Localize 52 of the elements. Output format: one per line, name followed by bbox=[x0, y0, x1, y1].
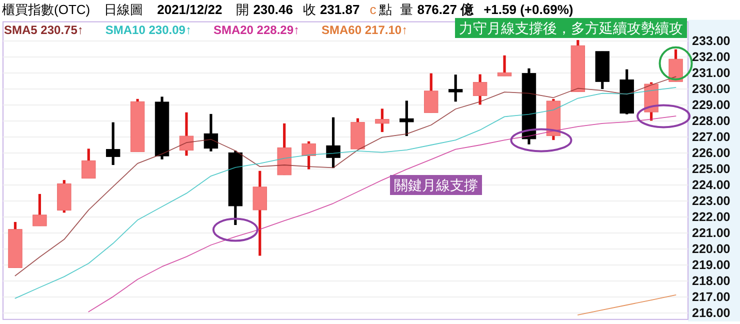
candlestick bbox=[497, 54, 512, 78]
text: SMA60 217.10↑ bbox=[322, 23, 408, 37]
y-tick-label: 220.00 bbox=[692, 242, 730, 256]
y-tick-label: 227.00 bbox=[692, 130, 730, 144]
y-tick-label: 226.00 bbox=[692, 146, 730, 160]
candlestick bbox=[472, 72, 488, 106]
candlestick bbox=[204, 112, 218, 153]
candlestick bbox=[448, 73, 463, 103]
candlestick bbox=[32, 192, 47, 228]
y-tick-label: 229.00 bbox=[692, 98, 730, 112]
candlestick bbox=[326, 116, 340, 170]
y-tick-label: 225.00 bbox=[692, 162, 730, 176]
y-tick-label: 228.00 bbox=[692, 114, 730, 128]
text: 點 bbox=[378, 2, 392, 17]
y-tick-label: 217.00 bbox=[692, 290, 730, 304]
text: SMA20 228.29↑ bbox=[213, 23, 300, 37]
y-tick-label: 223.00 bbox=[692, 194, 730, 208]
text: 230.46 bbox=[253, 2, 293, 17]
candlestick bbox=[82, 147, 96, 180]
candlestick bbox=[302, 140, 316, 171]
y-tick-label: 224.00 bbox=[692, 178, 730, 192]
y-tick-label: 230.00 bbox=[692, 82, 730, 96]
y-tick-label: 216.00 bbox=[692, 306, 730, 320]
text: c bbox=[370, 2, 377, 17]
y-tick-label: 218.00 bbox=[692, 274, 730, 288]
text: +1.59 (+0.69%) bbox=[484, 2, 574, 17]
text: 開 bbox=[236, 2, 250, 17]
candlestick bbox=[252, 170, 267, 258]
y-tick-label: 231.00 bbox=[692, 66, 730, 80]
candlestick bbox=[400, 99, 414, 138]
line-series bbox=[577, 294, 676, 316]
candlestick bbox=[424, 72, 438, 114]
text: SMA5 230.75↑ bbox=[4, 23, 84, 37]
text: SMA10 230.09↑ bbox=[105, 23, 192, 37]
y-tick-label: 232.00 bbox=[692, 50, 730, 64]
candlestick bbox=[106, 120, 120, 166]
chart-title: 櫃買指數(OTC) bbox=[2, 2, 90, 17]
annotation: 力守月線支撐後，多方延續攻勢續攻 bbox=[459, 21, 683, 37]
chart-subtitle: 日線圖 bbox=[104, 2, 144, 17]
text: 876.27 億 bbox=[417, 2, 475, 17]
y-tick-label: 219.00 bbox=[692, 258, 730, 272]
line-series bbox=[88, 116, 676, 312]
candlestick bbox=[179, 111, 194, 158]
y-tick-label: 233.00 bbox=[692, 34, 730, 48]
y-tick-label: 221.00 bbox=[692, 226, 730, 240]
text: 收 bbox=[302, 2, 316, 17]
text: 2021/12/22 bbox=[157, 2, 222, 17]
candlestick bbox=[375, 107, 390, 134]
annotation: 關鍵月線支撐 bbox=[394, 178, 478, 194]
text: 量 bbox=[400, 2, 414, 17]
text: 231.87 bbox=[320, 2, 360, 17]
y-tick-label: 222.00 bbox=[692, 210, 730, 224]
